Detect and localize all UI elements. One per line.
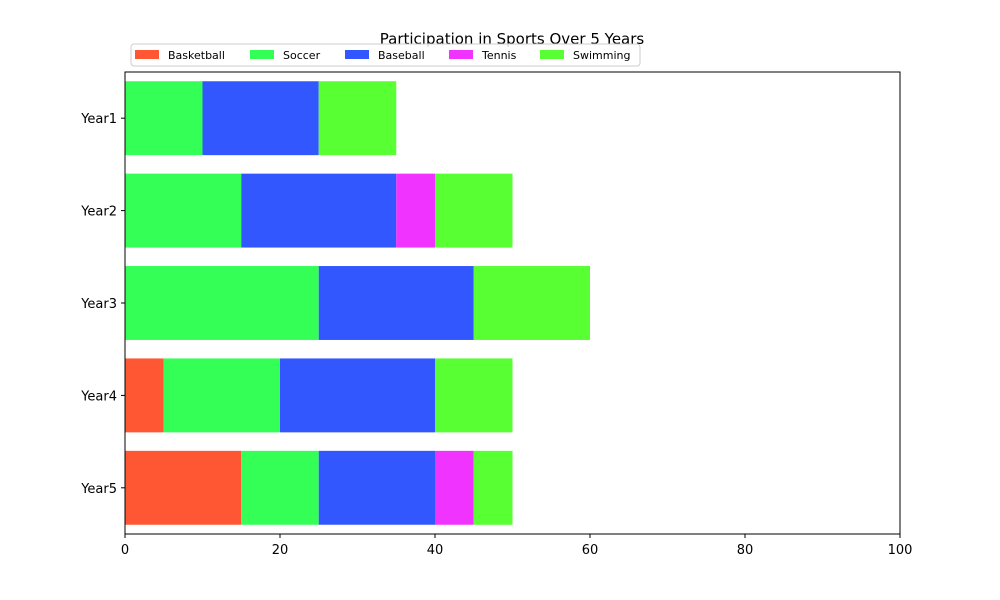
- bar-swimming-year3: [473, 266, 590, 340]
- bar-soccer-year5: [241, 450, 319, 525]
- bar-tennis-year5: [435, 450, 474, 525]
- bar-swimming-year5: [473, 450, 513, 525]
- bar-tennis-year2: [396, 173, 435, 248]
- y-tick-label: Year1: [80, 112, 117, 127]
- bar-basketball-year5: [125, 450, 242, 525]
- x-tick-label: 0: [121, 543, 129, 558]
- bar-soccer-year1: [125, 81, 203, 156]
- bar-baseball-year4: [280, 358, 435, 433]
- y-tick-label: Year2: [80, 205, 117, 220]
- bar-baseball-year3: [318, 266, 474, 340]
- legend-swatch-baseball: [345, 50, 369, 59]
- x-tick-label: 100: [888, 543, 913, 558]
- x-tick-label: 60: [582, 543, 599, 558]
- y-tick-label: Year5: [80, 482, 117, 497]
- bar-soccer-year2: [125, 173, 242, 248]
- legend-swatch-swimming: [540, 50, 564, 59]
- legend-swatch-soccer: [250, 50, 274, 59]
- legend-label-baseball: Baseball: [378, 49, 425, 62]
- bar-baseball-year5: [318, 450, 435, 525]
- axes-layer: Year1 Year2 Year3 Year4 Year5 0 20 40 60 80 100: [80, 112, 912, 558]
- legend-frame: [130, 43, 641, 67]
- legend: Basketball Soccer Baseball Tennis Swimming: [130, 43, 641, 67]
- legend-swatch-basketball: [135, 50, 159, 59]
- x-tick-label: 80: [737, 543, 754, 558]
- bar-swimming-year2: [435, 173, 513, 248]
- bar-swimming-year1: [318, 81, 397, 156]
- bar-baseball-year2: [241, 173, 397, 248]
- bar-soccer-year3: [125, 266, 319, 340]
- legend-label-soccer: Soccer: [283, 49, 321, 62]
- x-tick-label: 40: [427, 543, 444, 558]
- legend-label-basketball: Basketball: [168, 49, 225, 62]
- bar-basketball-year4: [125, 358, 164, 433]
- y-tick-label: Year4: [80, 389, 117, 404]
- bar-swimming-year4: [435, 358, 513, 433]
- x-tick-label: 20: [272, 543, 289, 558]
- legend-label-swimming: Swimming: [573, 49, 630, 62]
- bar-soccer-year4: [163, 358, 280, 433]
- bars-layer: [125, 81, 590, 525]
- y-tick-label: Year3: [80, 297, 117, 312]
- legend-swatch-tennis: [449, 50, 473, 59]
- legend-label-tennis: Tennis: [481, 49, 517, 62]
- bar-baseball-year1: [202, 81, 319, 156]
